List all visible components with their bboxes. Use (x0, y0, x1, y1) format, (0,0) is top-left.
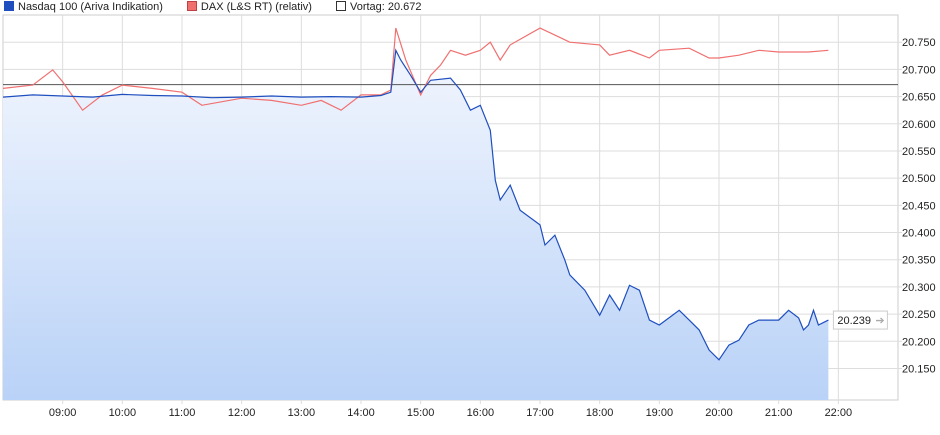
y-tick-label: 20.750 (902, 37, 936, 49)
x-tick-label: 10:00 (109, 407, 137, 419)
y-tick-label: 20.500 (902, 173, 936, 185)
x-tick-label: 19:00 (646, 407, 674, 419)
y-tick-label: 20.450 (902, 200, 936, 212)
y-tick-label: 20.200 (902, 336, 936, 348)
y-tick-label: 20.700 (902, 64, 936, 76)
x-tick-label: 17:00 (526, 407, 554, 419)
y-tick-label: 20.550 (902, 146, 936, 158)
legend-item-nasdaq[interactable]: Nasdaq 100 (Ariva Indikation) (4, 1, 163, 13)
x-tick-label: 16:00 (467, 407, 495, 419)
y-tick-label: 20.600 (902, 119, 936, 131)
series-line-dax (2, 27, 829, 112)
legend-swatch (4, 1, 14, 11)
y-tick-label: 20.400 (902, 228, 936, 240)
x-tick-label: 15:00 (407, 407, 435, 419)
x-tick-label: 18:00 (586, 407, 614, 419)
x-tick-label: 21:00 (765, 407, 793, 419)
last-value-text: 20.239 (837, 315, 871, 327)
series-area-nasdaq (3, 50, 829, 401)
x-tick-label: 20:00 (705, 407, 733, 419)
y-tick-label: 20.650 (902, 92, 936, 104)
x-tick-label: 13:00 (288, 407, 316, 419)
y-tick-label: 20.350 (902, 255, 936, 267)
x-tick-label: 09:00 (49, 407, 77, 419)
x-tick-label: 12:00 (228, 407, 256, 419)
y-tick-label: 20.250 (902, 309, 936, 321)
legend-item-dax[interactable]: DAX (L&S RT) (relativ) (186, 1, 312, 13)
arrow-right-icon: ➔ (875, 315, 884, 327)
legend-item-vortag[interactable]: Vortag: 20.672 (335, 1, 422, 13)
y-tick-label: 20.150 (902, 363, 936, 375)
legend-swatch (335, 1, 346, 11)
last-value-label: 20.239 ➔ (832, 310, 888, 330)
y-tick-label: 20.300 (902, 282, 936, 294)
legend-label: Nasdaq 100 (Ariva Indikation) (18, 1, 163, 13)
legend-label: Vortag: 20.672 (349, 1, 422, 13)
legend: Nasdaq 100 (Ariva Indikation) DAX (L&S R… (4, 1, 422, 13)
x-tick-label: 11:00 (169, 407, 196, 419)
x-tick-label: 14:00 (347, 407, 375, 419)
legend-label: DAX (L&S RT) (relativ) (200, 1, 312, 13)
x-tick-label: 22:00 (825, 407, 853, 419)
legend-swatch (186, 1, 197, 11)
series-line-nasdaq (2, 48, 829, 361)
